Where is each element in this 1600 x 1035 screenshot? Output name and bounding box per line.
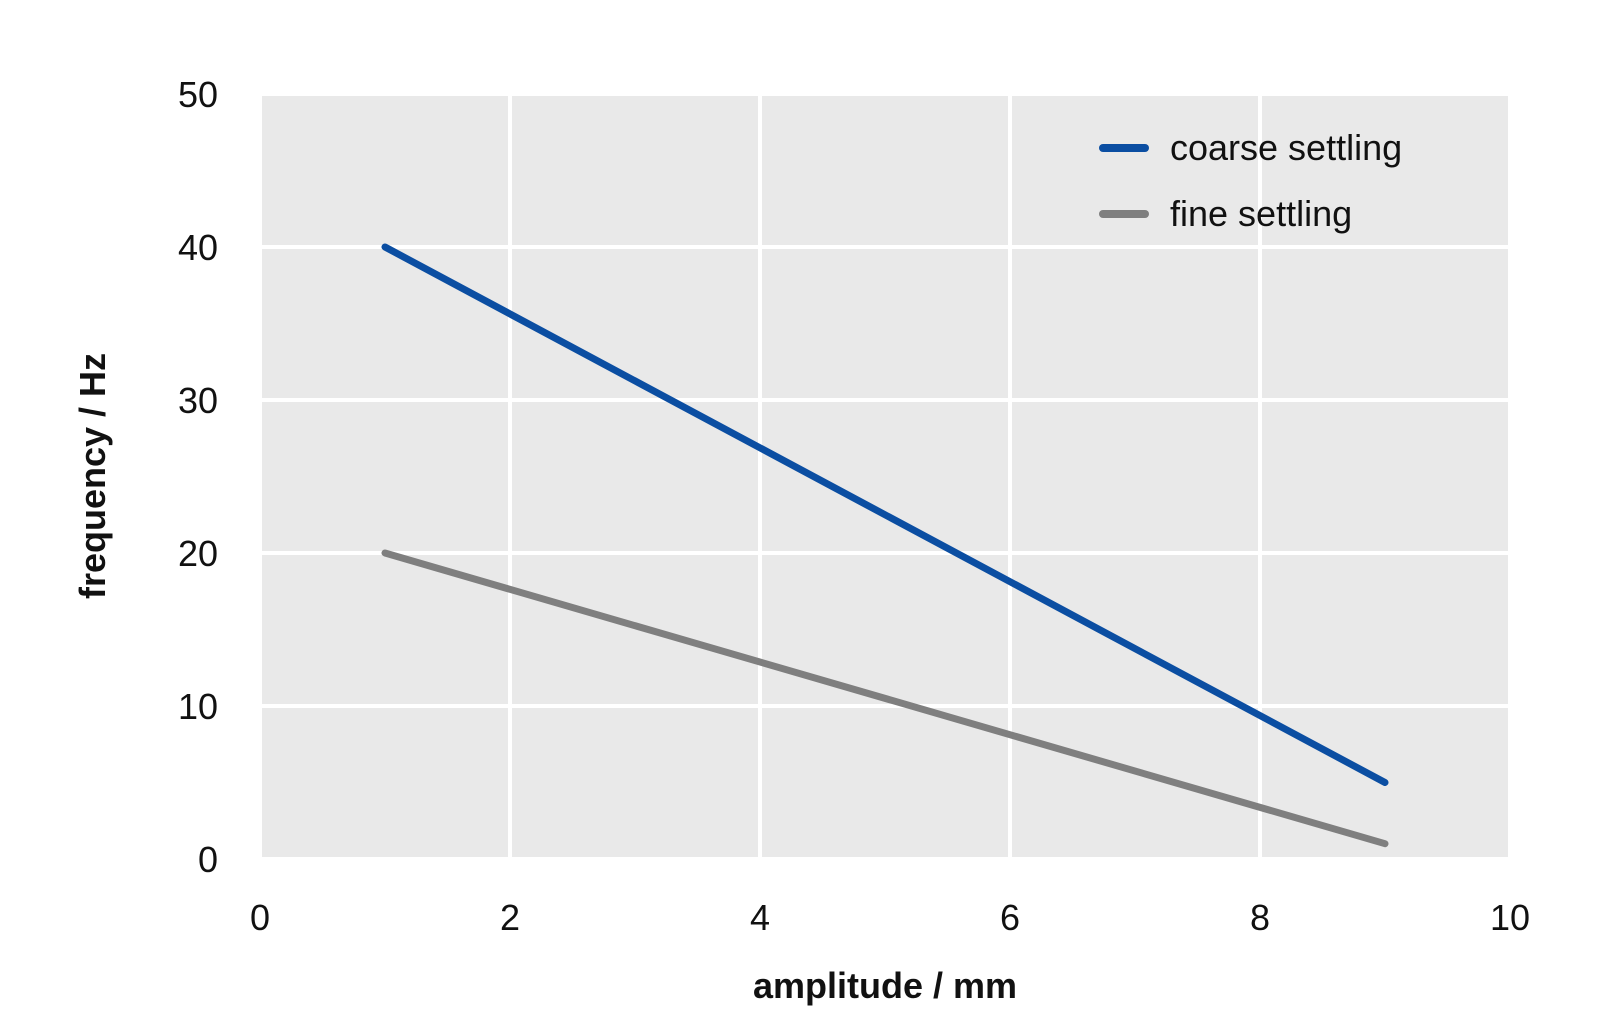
y-axis-title: frequency / Hz xyxy=(72,353,113,599)
series-line-coarse-settling xyxy=(381,243,1389,786)
legend-label-coarse-settling: coarse settling xyxy=(1170,127,1402,168)
y-tick-label: 10 xyxy=(178,686,218,727)
y-tick-label: 50 xyxy=(178,74,218,115)
plot-area xyxy=(260,94,1510,859)
legend-label-fine-settling: fine settling xyxy=(1170,193,1352,234)
x-tick-labels: 0 2 4 6 8 10 xyxy=(250,897,1530,938)
x-tick-label: 0 xyxy=(250,897,270,938)
y-tick-label: 30 xyxy=(178,380,218,421)
x-tick-label: 6 xyxy=(1000,897,1020,938)
legend: coarse settling fine settling xyxy=(1099,127,1402,234)
x-tick-label: 4 xyxy=(750,897,770,938)
y-tick-label: 20 xyxy=(178,533,218,574)
y-tick-labels: 0 10 20 30 40 50 xyxy=(178,74,218,880)
series-line-fine-settling xyxy=(381,549,1389,848)
series-lines xyxy=(381,243,1389,848)
x-tick-label: 8 xyxy=(1250,897,1270,938)
x-axis-title: amplitude / mm xyxy=(753,965,1017,1006)
y-tick-label: 0 xyxy=(198,839,218,880)
x-tick-label: 10 xyxy=(1490,897,1530,938)
grid-lines xyxy=(258,92,1512,861)
y-tick-label: 40 xyxy=(178,227,218,268)
x-tick-label: 2 xyxy=(500,897,520,938)
